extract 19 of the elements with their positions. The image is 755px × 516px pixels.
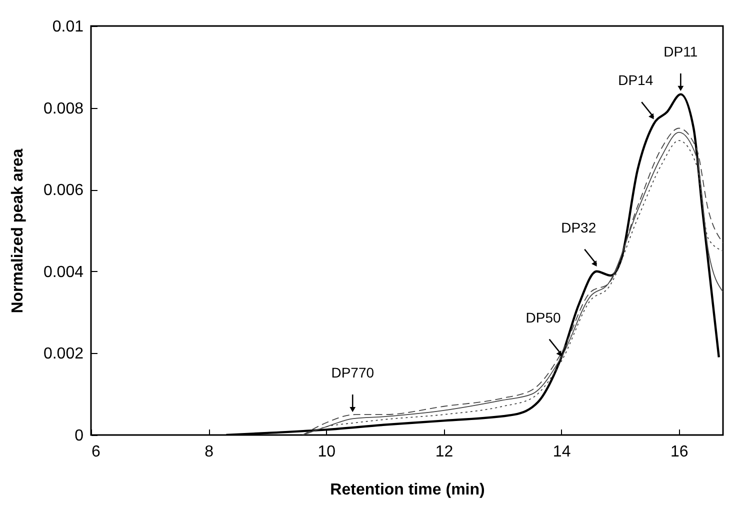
y-tick-label: 0.004 bbox=[43, 264, 84, 281]
annotation: DP32 bbox=[561, 219, 596, 236]
x-tick-label: 6 bbox=[92, 444, 100, 460]
x-tick-label: 10 bbox=[318, 444, 336, 460]
annotation: DP50 bbox=[526, 309, 562, 326]
y-axis-title: Normalized peak area bbox=[9, 148, 26, 314]
y-tick-label: 0.006 bbox=[43, 182, 84, 200]
x-tick-label: 8 bbox=[204, 444, 214, 460]
y-tick-label: 0.002 bbox=[43, 346, 84, 363]
annotation: DP770 bbox=[331, 364, 374, 381]
annotation: DP14 bbox=[618, 72, 654, 88]
y-tick-label: 0.01 bbox=[52, 18, 84, 36]
x-tick-label: 14 bbox=[552, 444, 571, 460]
annotation: DP11 bbox=[664, 43, 698, 60]
x-tick-label: 12 bbox=[435, 444, 454, 460]
x-axis-title: Retention time (min) bbox=[330, 482, 485, 498]
y-tick-label: 0 bbox=[74, 428, 84, 444]
x-tick-label: 16 bbox=[670, 444, 688, 460]
y-tick-label: 0.008 bbox=[43, 100, 84, 118]
